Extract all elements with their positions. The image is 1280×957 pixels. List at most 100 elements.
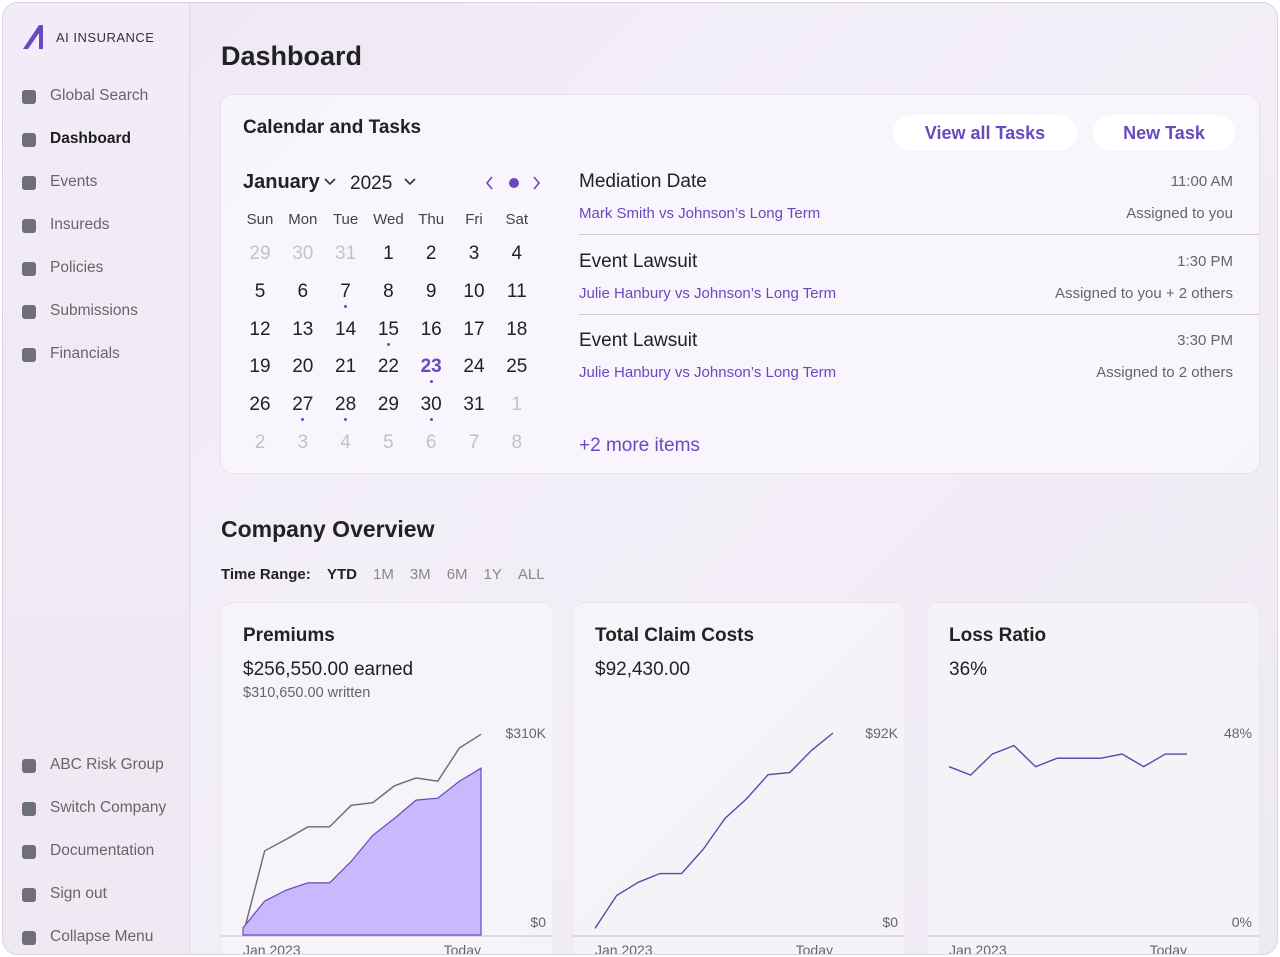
y-tick-label: 48%: [1224, 725, 1252, 741]
calendar-day[interactable]: 14: [335, 318, 357, 340]
calendar-day[interactable]: 11: [506, 280, 527, 302]
calendar-day[interactable]: 20: [292, 356, 314, 378]
month-nav[interactable]: [481, 173, 545, 193]
chevron: [404, 178, 416, 186]
calendar-day[interactable]: 27: [292, 394, 314, 416]
range-option[interactable]: ALL: [517, 566, 545, 583]
range-option[interactable]: 1M: [373, 566, 394, 583]
footer-item[interactable]: Collapse Menu: [50, 928, 154, 945]
calendar-day[interactable]: 22: [377, 356, 399, 378]
calendar-day[interactable]: 5: [254, 280, 266, 302]
nav-icon: [22, 802, 36, 816]
calendar-day[interactable]: 26: [249, 394, 271, 416]
calendar-day[interactable]: 9: [425, 280, 437, 302]
nav-item[interactable]: Submissions: [50, 302, 138, 319]
calendar-day[interactable]: 30: [420, 394, 442, 416]
icon-shape: [22, 90, 36, 104]
range-option[interactable]: 6M: [446, 566, 468, 583]
calendar-day[interactable]: 12: [249, 318, 271, 340]
nav-item[interactable]: Insureds: [50, 216, 110, 233]
calendar-day[interactable]: 25: [506, 356, 528, 378]
nav-item[interactable]: Events: [50, 173, 98, 190]
task-assigned: Assigned to you + 2 others: [1054, 284, 1233, 302]
page-title: Dashboard: [221, 41, 363, 71]
calendar-day[interactable]: 3: [297, 432, 309, 453]
task-subtitle: Mark Smith vs Johnson’s Long Term: [579, 205, 821, 222]
x-label-end: Today: [444, 942, 481, 955]
calendar-day[interactable]: 7: [468, 432, 480, 453]
calendar-day[interactable]: 17: [463, 318, 485, 340]
footer-item[interactable]: Switch Company: [50, 799, 167, 816]
calendar-day[interactable]: 3: [468, 243, 480, 264]
sidebar: AI INSURANCE Global Search Dashboard Event…: [3, 3, 190, 954]
task-title[interactable]: Event Lawsuit: [579, 250, 698, 272]
nav-icon: [22, 305, 36, 319]
icon-shape: [22, 305, 36, 319]
calendar-day[interactable]: 15: [377, 318, 399, 340]
calendar-day[interactable]: 31: [335, 243, 357, 264]
nav-item[interactable]: Financials: [50, 345, 120, 362]
calendar-day[interactable]: 1: [511, 394, 523, 416]
calendar-day[interactable]: 13: [292, 318, 314, 340]
calendar-day[interactable]: 21: [335, 356, 357, 378]
range-option[interactable]: 1Y: [483, 566, 502, 583]
nav-icon: [22, 888, 36, 902]
calendar-day[interactable]: 2: [254, 432, 266, 453]
calendar-day[interactable]: 7: [340, 280, 351, 302]
calendar-day[interactable]: 19: [249, 356, 271, 378]
range-option[interactable]: 3M: [409, 566, 431, 583]
nav-item[interactable]: Policies: [50, 259, 104, 276]
y-tick-label: 0%: [1232, 914, 1252, 930]
calendar-day[interactable]: 6: [425, 432, 437, 453]
calendar-day[interactable]: 2: [425, 243, 437, 264]
calendar-day[interactable]: 30: [292, 243, 314, 264]
year-select[interactable]: 2025: [350, 173, 393, 194]
task-title[interactable]: Event Lawsuit: [579, 330, 698, 351]
calendar-day[interactable]: 4: [340, 432, 351, 453]
footer-item[interactable]: ABC Risk Group: [50, 756, 164, 773]
icon-shape: [22, 133, 36, 147]
card-title: Loss Ratio: [949, 625, 1047, 646]
task-title[interactable]: Mediation Date: [579, 171, 707, 192]
month-select[interactable]: January: [243, 171, 320, 193]
calendar-day[interactable]: 23: [420, 356, 442, 378]
weekday: Mon: [288, 211, 318, 228]
nav-icon: [22, 759, 36, 773]
view-tasks-button[interactable]: View all Tasks: [893, 115, 1077, 151]
calendar-day[interactable]: 29: [249, 243, 271, 264]
nav-icon: [22, 176, 36, 190]
footer-item[interactable]: Sign out: [50, 885, 107, 902]
calendar-day[interactable]: 28: [335, 394, 357, 416]
footer-item[interactable]: Documentation: [50, 842, 155, 859]
calendar-day[interactable]: 5: [383, 432, 394, 453]
icon-shape: [22, 219, 36, 233]
line: [594, 732, 834, 929]
range-option[interactable]: YTD: [327, 566, 357, 583]
separator: [579, 313, 1259, 315]
calendar-day[interactable]: 8: [511, 432, 523, 453]
event-dot: [344, 418, 348, 422]
calendar-day[interactable]: 8: [383, 280, 394, 302]
nav-icon: [22, 262, 36, 276]
nav-item[interactable]: Global Search: [50, 87, 149, 104]
calendar-day[interactable]: 24: [463, 356, 485, 378]
new-task-button[interactable]: New Task: [1093, 115, 1235, 151]
calendar-day[interactable]: 6: [297, 280, 309, 302]
calendar-day[interactable]: 4: [511, 243, 523, 264]
nav-icon: [22, 931, 36, 945]
calendar-day[interactable]: 1: [383, 243, 394, 264]
icon-shape: [22, 176, 36, 190]
chart: 0% 48% Jan 2023 Today: [927, 725, 1259, 954]
calendar-day[interactable]: 18: [506, 318, 528, 340]
calendar-day[interactable]: 29: [377, 394, 399, 416]
weekday: Thu: [418, 211, 445, 228]
nav-item[interactable]: Dashboard: [50, 130, 131, 147]
nav-icon: [22, 219, 36, 233]
calendar-day[interactable]: 16: [420, 318, 442, 340]
weekday: Sat: [505, 211, 529, 228]
calendar-day[interactable]: 10: [463, 280, 485, 302]
card-value: $92,430.00: [595, 659, 691, 680]
calendar-day[interactable]: 31: [463, 394, 485, 416]
more-items[interactable]: +2 more items: [579, 435, 700, 456]
